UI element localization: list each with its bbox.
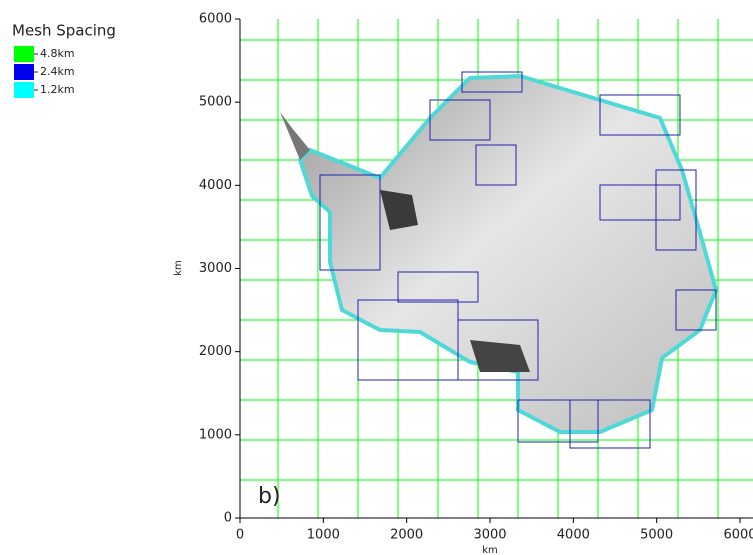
antarctica [300, 76, 716, 432]
x-tick-label: 3000 [473, 528, 506, 543]
x-axis-label: km [482, 545, 498, 555]
legend-swatch [14, 64, 34, 80]
y-tick-label: 4000 [199, 178, 232, 193]
x-tick-label: 5000 [640, 528, 673, 543]
y-tick-label: 3000 [199, 261, 232, 276]
legend-label: 4.8km [40, 47, 75, 60]
y-tick-label: 6000 [199, 12, 232, 27]
x-tick-label: 0 [236, 528, 244, 543]
map-layer [240, 19, 753, 518]
legend-label: 1.2km [40, 83, 75, 96]
y-tick-label: 2000 [199, 344, 232, 359]
y-tick-label: 5000 [199, 95, 232, 110]
legend-title: Mesh Spacing [12, 22, 116, 40]
legend-swatch [14, 82, 34, 98]
panel-label: b) [258, 484, 281, 509]
page: b) km km Mesh Spacing 0 1000 2000 3000 4000 5… [0, 0, 753, 555]
x-tick-label: 4000 [557, 528, 590, 543]
peninsula [280, 112, 310, 160]
figure: b) km km Mesh Spacing 0 1000 2000 3000 4000 5… [0, 0, 753, 555]
legend-swatch [14, 46, 34, 62]
y-tick-label: 0 [224, 511, 232, 526]
y-tick-label: 1000 [199, 427, 232, 442]
legend-label: 2.4km [40, 65, 75, 78]
x-tick-label: 2000 [390, 528, 423, 543]
x-tick-label: 1000 [307, 528, 340, 543]
y-axis-label: km [173, 260, 184, 276]
x-tick-label: 6000 [723, 528, 753, 543]
